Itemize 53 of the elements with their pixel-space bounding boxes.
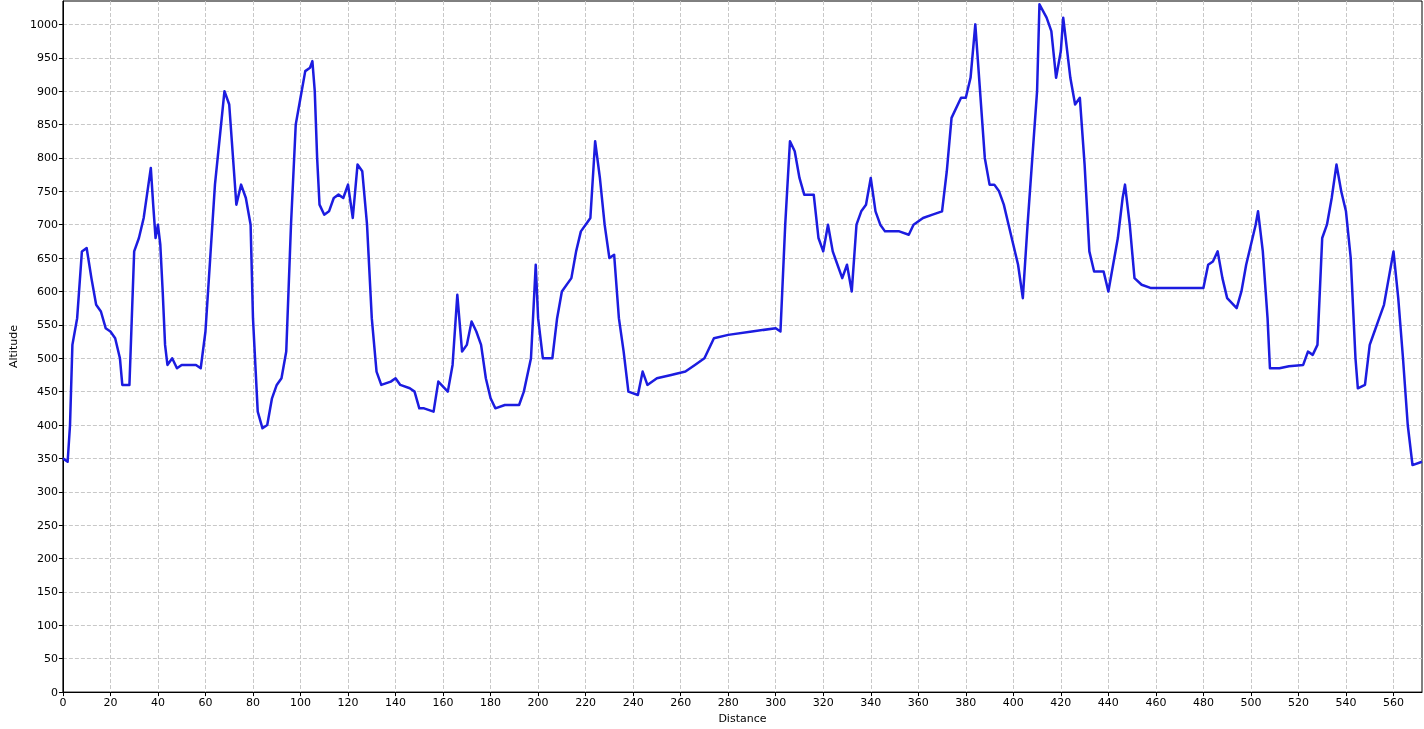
x-tick-label: 520	[1287, 696, 1309, 710]
x-tick-label: 560	[1382, 696, 1404, 710]
x-tick-label: 360	[907, 696, 929, 710]
x-tick-label: 280	[717, 696, 739, 710]
x-tick-label: 60	[198, 696, 213, 710]
y-tick-label: 250	[36, 518, 58, 532]
y-tick-label: 50	[43, 652, 58, 666]
x-tick-label: 220	[575, 696, 597, 710]
x-tick-label: 240	[622, 696, 644, 710]
x-tick-label: 120	[337, 696, 359, 710]
x-tick-label: 180	[480, 696, 502, 710]
x-tick-label: 420	[1050, 696, 1072, 710]
y-tick-label: 600	[36, 284, 58, 298]
y-axis-title: Altitude	[7, 324, 20, 369]
y-tick-label: 400	[36, 418, 58, 432]
line-series	[61, 3, 1424, 467]
y-tick-label: 650	[36, 251, 58, 265]
y-tick-label: 950	[36, 51, 58, 65]
x-tick-label: 320	[812, 696, 834, 710]
y-tick-label: 0	[50, 685, 58, 699]
x-tick-label: 40	[150, 696, 165, 710]
x-tick-label: 20	[103, 696, 118, 710]
y-tick-label: 150	[36, 585, 58, 599]
x-tick-label: 0	[59, 696, 67, 710]
y-tick-label: 200	[36, 552, 58, 566]
x-tick-label: 460	[1145, 696, 1167, 710]
y-tick-label: 900	[36, 84, 58, 98]
x-tick-label: 80	[245, 696, 260, 710]
y-tick-label: 550	[36, 318, 58, 332]
y-tick-label: 450	[36, 385, 58, 399]
y-tick-label: 500	[36, 351, 58, 365]
x-tick-label: 400	[1002, 696, 1024, 710]
y-tick-label: 100	[36, 618, 58, 632]
x-tick-label: 380	[955, 696, 977, 710]
x-tick-label: 200	[527, 696, 549, 710]
y-tick-label: 800	[36, 151, 58, 165]
x-tick-label: 260	[670, 696, 692, 710]
x-tick-label: 440	[1097, 696, 1119, 710]
x-tick-label: 340	[860, 696, 882, 710]
y-tick-label: 850	[36, 118, 58, 132]
x-tick-label: 140	[385, 696, 407, 710]
x-axis-title: Distance	[718, 712, 767, 725]
x-tick-label: 100	[290, 696, 311, 710]
x-tick-label: 500	[1240, 696, 1262, 710]
x-tick-label: 480	[1192, 696, 1214, 710]
y-tick-label: 1000	[29, 17, 58, 31]
y-tick-label: 750	[36, 184, 58, 198]
x-tick-label: 540	[1335, 696, 1357, 710]
x-tick-label: 160	[432, 696, 454, 710]
y-tick-label: 700	[36, 218, 58, 232]
y-tick-label: 350	[36, 451, 58, 465]
x-tick-label: 300	[765, 696, 787, 710]
y-tick-label: 300	[36, 485, 58, 499]
